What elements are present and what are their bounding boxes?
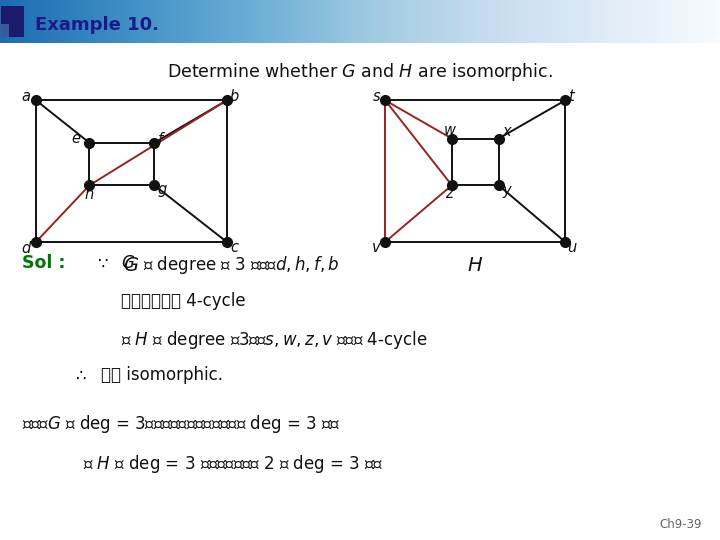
Text: 它們不能接成 4-cycle: 它們不能接成 4-cycle bbox=[121, 292, 246, 309]
Text: $\mathit{z}$: $\mathit{z}$ bbox=[445, 186, 455, 201]
Text: $\mathit{h}$: $\mathit{h}$ bbox=[84, 186, 94, 202]
Text: 不是 isomorphic.: 不是 isomorphic. bbox=[101, 366, 222, 384]
Text: $\mathit{e}$: $\mathit{e}$ bbox=[71, 131, 81, 146]
Text: $\because$: $\because$ bbox=[94, 254, 109, 272]
Text: $\mathit{d}$: $\mathit{d}$ bbox=[21, 240, 32, 255]
Text: Ch9-39: Ch9-39 bbox=[660, 518, 702, 531]
Text: 另法：$G$ 中 deg = 3的點，旁邊都只連了另一個 deg = 3 的點: 另法：$G$ 中 deg = 3的點，旁邊都只連了另一個 deg = 3 的點 bbox=[22, 413, 340, 435]
Text: $\mathit{H}$: $\mathit{H}$ bbox=[467, 256, 483, 275]
Text: $\mathit{c}$: $\mathit{c}$ bbox=[230, 240, 239, 255]
Text: $\mathit{f}$: $\mathit{f}$ bbox=[158, 131, 166, 146]
Text: $\mathit{a}$: $\mathit{a}$ bbox=[22, 89, 32, 104]
Text: $\mathit{G}$: $\mathit{G}$ bbox=[123, 256, 140, 275]
Bar bbox=[1, 6, 24, 37]
Text: 但 $H$ 中 deg = 3 的點旁邊都連了 2 個 deg = 3 的點: 但 $H$ 中 deg = 3 的點旁邊都連了 2 個 deg = 3 的點 bbox=[83, 453, 384, 475]
Text: $\mathit{w}$: $\mathit{w}$ bbox=[443, 123, 457, 138]
Text: $G$: $G$ bbox=[121, 254, 135, 272]
Text: $\mathit{v}$: $\mathit{v}$ bbox=[371, 240, 382, 255]
Text: Sol :: Sol : bbox=[22, 254, 65, 272]
Text: $\mathit{u}$: $\mathit{u}$ bbox=[567, 240, 577, 255]
Text: 但 $H$ 中 degree 為3的點$s, w, z, v$ 可接成 4-cycle: 但 $H$ 中 degree 為3的點$s, w, z, v$ 可接成 4-cy… bbox=[121, 329, 428, 351]
Text: $\mathit{t}$: $\mathit{t}$ bbox=[568, 88, 577, 104]
Bar bbox=[1, 24, 9, 37]
Text: $\mathit{s}$: $\mathit{s}$ bbox=[372, 89, 381, 104]
Text: Example 10.: Example 10. bbox=[35, 16, 158, 34]
Text: $\therefore$: $\therefore$ bbox=[72, 366, 87, 384]
Text: Determine whether $G$ and $H$ are isomorphic.: Determine whether $G$ and $H$ are isomor… bbox=[167, 60, 553, 83]
Text: $\mathit{y}$: $\mathit{y}$ bbox=[502, 184, 513, 200]
Text: $\mathit{b}$: $\mathit{b}$ bbox=[229, 88, 240, 104]
Text: 中 degree 為 3 的點有$d, h, f, b$: 中 degree 為 3 的點有$d, h, f, b$ bbox=[143, 254, 339, 276]
Text: $\mathit{x}$: $\mathit{x}$ bbox=[502, 124, 513, 139]
Text: $\mathit{g}$: $\mathit{g}$ bbox=[156, 183, 167, 199]
